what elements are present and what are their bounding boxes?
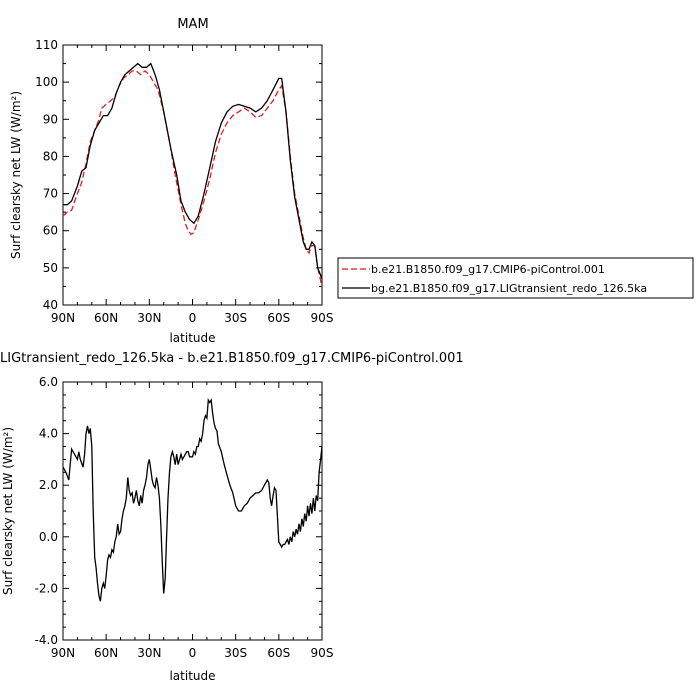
- chart2-frame: [62, 381, 323, 641]
- y-tick-label: 70: [43, 187, 58, 201]
- x-axis-label: latitude: [169, 669, 215, 683]
- legend-box: [337, 257, 694, 299]
- y-axis-label: Surf clearsky net LW (W/m²): [9, 91, 23, 259]
- y-tick-label: 0.0: [39, 530, 58, 544]
- x-tick-label: 60S: [267, 311, 290, 325]
- y-tick-label: 6.0: [39, 375, 58, 389]
- x-tick-label: 60N: [94, 311, 118, 325]
- x-tick-label: 30N: [137, 311, 161, 325]
- chart2-plot: 90N 60N 30N 0 30S 60S 90S -4.0 -2.0 0.0 2.0 4.0 6.0 l…: [1, 375, 333, 683]
- x-tick-label: 30N: [137, 646, 161, 660]
- x-axis-label: latitude: [169, 331, 215, 345]
- x-tick-label: 90S: [311, 646, 334, 660]
- y-tick-label: 80: [43, 149, 58, 163]
- x-tick-label: 90N: [51, 311, 75, 325]
- y-axis-label: Surf clearsky net LW (W/m²): [1, 427, 15, 595]
- chart1-plot: 90N 60N 30N 0 30S 60S 90S 40 50 60 70 80 90 100 110 lat…: [9, 38, 694, 345]
- x-tick-label: 90S: [311, 311, 334, 325]
- y-tick-label: 110: [35, 38, 58, 52]
- y-tick-label: 100: [35, 75, 58, 89]
- chart1-title: MAM: [177, 17, 208, 32]
- legend: b.e21.B1850.f09_g17.CMIP6-piControl.001b…: [337, 257, 694, 299]
- x-tick-label: 60S: [267, 646, 290, 660]
- x-tick-label: 0: [189, 646, 197, 660]
- x-tick-label: 30S: [224, 311, 247, 325]
- legend-label-1: b.e21.B1850.f09_g17.CMIP6-piControl.001: [371, 263, 605, 276]
- y-tick-label: 50: [43, 261, 58, 275]
- y-tick-label: -2.0: [35, 581, 58, 595]
- y-tick-label: 40: [43, 298, 58, 312]
- series-line-1: [62, 398, 323, 602]
- x-tick-label: 60N: [94, 646, 118, 660]
- series-line-1: [62, 70, 323, 287]
- x-tick-label: 0: [189, 311, 197, 325]
- y-tick-label: -4.0: [35, 633, 58, 647]
- legend-label-2: bg.e21.B1850.f09_g17.LIGtransient_redo_1…: [371, 282, 647, 295]
- chart2-title: LIGtransient_redo_126.5ka - b.e21.B1850.…: [0, 351, 464, 366]
- y-tick-label: 60: [43, 224, 58, 238]
- y-tick-label: 2.0: [39, 478, 58, 492]
- y-tick-label: 90: [43, 112, 58, 126]
- x-tick-label: 90N: [51, 646, 75, 660]
- series-line-2: [63, 62, 323, 280]
- chart1-frame: [62, 44, 323, 306]
- y-tick-label: 4.0: [39, 427, 58, 441]
- x-tick-label: 30S: [224, 646, 247, 660]
